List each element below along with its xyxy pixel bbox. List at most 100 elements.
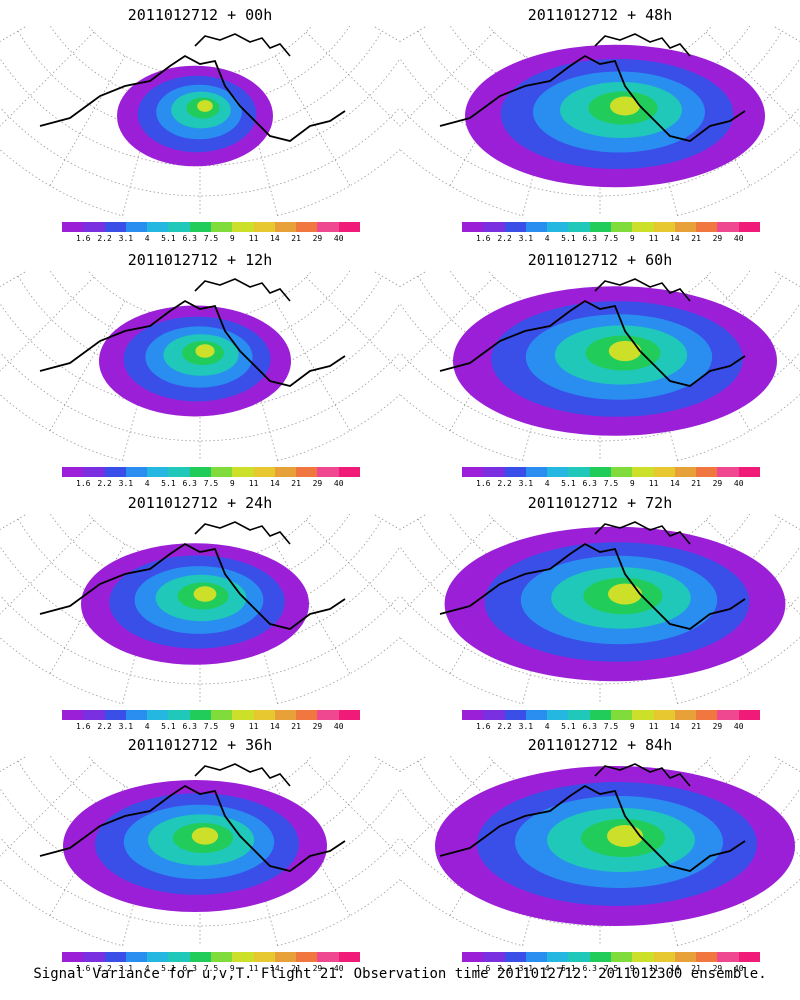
panel-title: 2011012712 + 12h: [127, 251, 273, 269]
colorbar-swatch: [568, 222, 590, 232]
colorbar-tick-label: 29: [712, 722, 723, 731]
colorbar-tick-label: 6.3: [182, 722, 197, 731]
colorbar-swatch: [83, 952, 105, 962]
colorbar-swatch: [338, 710, 360, 720]
variance-contour: [607, 825, 643, 847]
colorbar-tick-label: 4: [544, 479, 550, 488]
colorbar-swatch: [504, 467, 526, 477]
colorbar-tick-label: 11: [648, 479, 659, 488]
colorbar-swatch: [338, 952, 360, 962]
polar-map: [400, 26, 800, 216]
colorbar-tick-label: 9: [229, 234, 235, 243]
colorbar-swatch: [610, 222, 633, 232]
colorbar-tick-label: 1.6: [76, 479, 91, 488]
colorbar-tick-label: 21: [691, 722, 701, 731]
colorbar-swatch: [147, 222, 169, 232]
colorbar-swatch: [610, 710, 633, 720]
colorbar-labels: 1.6 2.2 3.1 4 5.1 6.3 7.5 9 11 14 21 29 40: [62, 479, 360, 489]
colorbar-tick-label: 14: [270, 479, 280, 488]
colorbar-swatch: [189, 467, 211, 477]
colorbar-swatch: [610, 467, 633, 477]
colorbar-swatch: [547, 952, 569, 962]
meridian: [0, 271, 28, 287]
meridian: [372, 271, 400, 287]
colorbar-swatch: [674, 952, 697, 962]
meridian: [49, 300, 126, 432]
colorbar-tick-label: 21: [691, 479, 701, 488]
meridian: [49, 55, 126, 187]
polar-map: [0, 26, 400, 216]
colorbar-swatch: [589, 467, 611, 477]
colorbar-swatch: [653, 467, 675, 477]
colorbar-swatch: [274, 467, 297, 477]
meridian: [372, 514, 400, 530]
colorbar-tick-label: 40: [333, 964, 344, 973]
latitude-circle: [417, 518, 783, 625]
map-panel: 2011012712 + 60h 1.6 2.2 3.1 4 5.1 6.3 7.5 9 11 14…: [400, 245, 800, 488]
colorbar-swatch: [717, 710, 739, 720]
colorbar-tick-label: 11: [248, 964, 259, 973]
map-panel: 2011012712 + 36h 1.6 2.2 3.1 4 5.1 6.3 7.5 9 11 14…: [0, 730, 400, 973]
colorbar-tick-label: 21: [291, 479, 301, 488]
meridian: [305, 276, 400, 372]
meridian: [400, 519, 495, 615]
polar-map: [400, 756, 800, 946]
colorbar-tick-label: 7.5: [203, 479, 219, 488]
colorbar-tick-label: 1.6: [476, 964, 491, 973]
colorbar-tick-label: 4: [544, 722, 550, 731]
variance-field: [63, 780, 327, 912]
colorbar-swatch: [717, 467, 739, 477]
colorbar-labels: 1.6 2.2 3.1 4 5.1 6.3 7.5 9 11 14 21 29 40: [462, 964, 760, 974]
colorbar-tick-label: 40: [333, 234, 344, 243]
meridian: [0, 756, 28, 772]
colorbar-tick-label: 14: [270, 234, 280, 243]
meridian: [772, 26, 800, 42]
latitude-circle: [417, 275, 783, 382]
colorbar: [462, 710, 760, 720]
colorbar-swatch: [232, 710, 254, 720]
coastline: [39, 299, 346, 387]
colorbar-swatch: [589, 952, 611, 962]
polar-map: [0, 271, 400, 461]
colorbar-swatch: [125, 222, 148, 232]
colorbar-swatch: [632, 467, 654, 477]
colorbar-tick-label: 29: [312, 479, 323, 488]
colorbar-swatch: [83, 467, 105, 477]
meridian: [274, 55, 351, 187]
colorbar-swatch: [632, 710, 654, 720]
colorbar-tick-label: 21: [291, 722, 301, 731]
colorbar-tick-label: 4: [144, 479, 150, 488]
colorbar-tick-label: 5.1: [161, 234, 176, 243]
panel-title: 2011012712 + 36h: [127, 736, 273, 754]
colorbar-tick-label: 9: [629, 234, 635, 243]
colorbar-swatch: [189, 710, 211, 720]
meridian: [0, 26, 28, 42]
colorbar-tick-label: 29: [712, 479, 723, 488]
colorbar-swatch: [274, 952, 297, 962]
colorbar-swatch: [253, 710, 275, 720]
colorbar-swatch: [674, 222, 697, 232]
colorbar-swatch: [547, 222, 569, 232]
colorbar-tick-label: 6.3: [182, 234, 197, 243]
colorbar-swatch: [338, 467, 360, 477]
meridian: [0, 519, 95, 615]
colorbar-tick-label: 7.5: [203, 234, 219, 243]
colorbar-labels: 1.6 2.2 3.1 4 5.1 6.3 7.5 9 11 14 21 29 40: [462, 234, 760, 244]
meridian: [372, 756, 400, 772]
coastline-islands: [194, 278, 291, 302]
colorbar-swatch: [610, 952, 633, 962]
meridian: [0, 276, 95, 372]
colorbar-swatch: [589, 222, 611, 232]
colorbar-swatch: [632, 222, 654, 232]
colorbar-swatch: [483, 222, 505, 232]
colorbar-swatch: [483, 710, 505, 720]
colorbar-swatch: [568, 467, 590, 477]
colorbar-tick-label: 3.1: [118, 234, 134, 243]
colorbar: [62, 467, 360, 477]
meridian: [400, 276, 495, 372]
colorbar-swatch: [483, 467, 505, 477]
colorbar-swatch: [568, 710, 590, 720]
colorbar-tick-label: 1.6: [76, 964, 91, 973]
colorbar-swatch: [210, 222, 233, 232]
coastline-islands: [594, 278, 691, 302]
